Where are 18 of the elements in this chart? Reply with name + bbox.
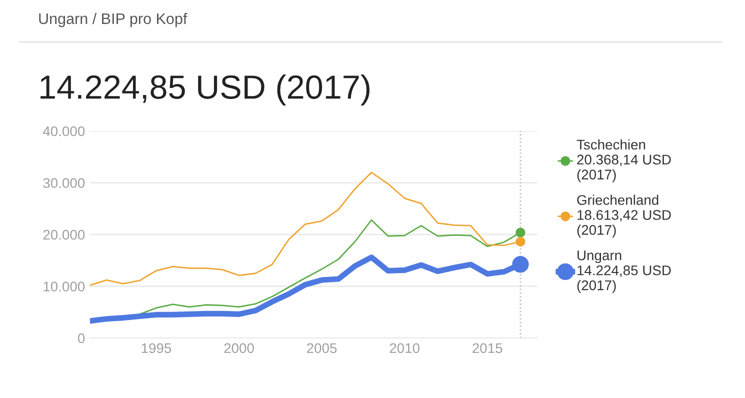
x-tick-label: 1995 bbox=[142, 343, 172, 354]
chart-subtitle: Ungarn / BIP pro Kopf bbox=[39, 12, 188, 28]
chart-title: 14.224,85 USD (2017) bbox=[40, 74, 370, 106]
y-tick-label: 40.000 bbox=[42, 126, 85, 136]
text: 18.613,42 USD (2017) bbox=[577, 210, 671, 238]
x-tick-label: 2010 bbox=[390, 343, 420, 354]
x-tick-label: 2015 bbox=[472, 343, 502, 354]
x-tick-label: 2005 bbox=[307, 343, 337, 354]
x-tick-label: 2000 bbox=[224, 343, 254, 354]
text: Ungarn bbox=[578, 250, 622, 264]
text: Griechenland bbox=[577, 194, 658, 205]
text: 14.224,85 USD (2017) bbox=[577, 265, 671, 293]
y-tick-label: 0 bbox=[78, 333, 85, 344]
y-tick-label: 20.000 bbox=[43, 230, 85, 240]
text: 20.368,14 USD (2017) bbox=[577, 154, 671, 182]
text: Tschechien bbox=[576, 139, 646, 150]
y-tick-label: 30.000 bbox=[43, 178, 85, 188]
y-tick-label: 10.000 bbox=[44, 282, 85, 292]
